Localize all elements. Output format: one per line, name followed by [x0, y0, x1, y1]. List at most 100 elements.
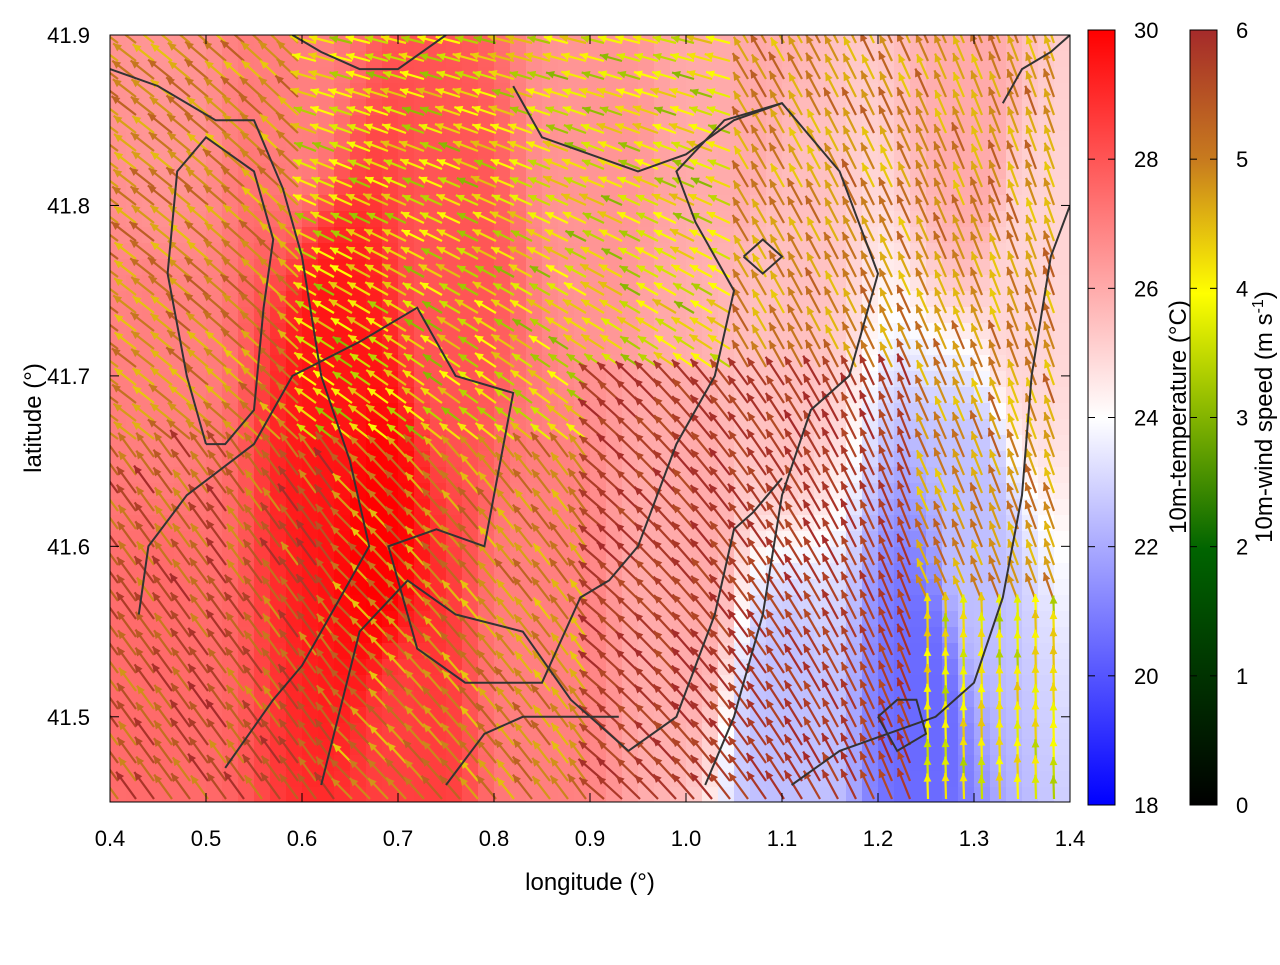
temperature-cell [1054, 387, 1070, 404]
temperature-cell [958, 275, 975, 292]
temperature-cell [702, 147, 719, 164]
temperature-cell [318, 291, 335, 308]
temperature-cell [910, 787, 927, 802]
wind-vector-head [95, 187, 104, 195]
temperature-cell [782, 307, 799, 324]
temperature-cell [190, 371, 207, 388]
wind-vector-head [95, 278, 104, 286]
temperature-cell [1038, 179, 1055, 196]
wind-vector-head [240, 23, 249, 31]
temperature-cell [414, 67, 431, 84]
temperature-cell [254, 787, 271, 802]
temperature-cell [1054, 371, 1070, 388]
temperature-cell [542, 291, 559, 308]
temperature-cell [158, 467, 175, 484]
wind-vector-head [1007, 15, 1014, 24]
wind-vector-head [95, 259, 104, 267]
temperature-cell [990, 243, 1007, 260]
temperature-cell [606, 67, 623, 84]
temperature-cell [462, 339, 479, 356]
temperature-cell [942, 147, 959, 164]
temperature-cell [446, 787, 463, 802]
temperature-cell [510, 147, 527, 164]
temperature-cell [830, 179, 847, 196]
temperature-cell [190, 291, 207, 308]
wind-vector-head [1025, 15, 1032, 24]
temperature-cell [542, 787, 559, 802]
temperature-cell [318, 323, 335, 340]
temperature-cell [974, 115, 991, 132]
temperature-cell [1054, 115, 1070, 132]
temperature-cell [638, 371, 655, 388]
temperature-cell [878, 787, 895, 802]
wind-vector-head [95, 133, 104, 141]
temperature-cell [718, 83, 735, 100]
temperature-cell [382, 339, 399, 356]
temperature-cell [478, 147, 495, 164]
temperature-cell [1054, 99, 1070, 116]
temperature-cell [174, 259, 191, 276]
temperature-cell [430, 259, 447, 276]
temperature-cell [846, 707, 863, 724]
temperature-cell [974, 179, 991, 196]
temperature-cell [1054, 467, 1070, 484]
temperature-cell [254, 83, 271, 100]
temperature-cell [718, 163, 735, 180]
temperature-cell [446, 163, 463, 180]
temperature-cell [286, 163, 303, 180]
wind-vector-head [205, 25, 214, 33]
temperature-cell [798, 275, 815, 292]
temperature-cell [670, 339, 687, 356]
temperature-cell [718, 179, 735, 196]
temperature-cell [606, 403, 623, 420]
temperature-cell [462, 515, 479, 532]
temperature-cell [270, 307, 287, 324]
temperature-cell [734, 355, 751, 372]
temperature-cell [638, 547, 655, 564]
temperature-cell [270, 371, 287, 388]
wind-vector-head [989, 16, 996, 25]
temperature-cell [318, 339, 335, 356]
temperature-cell [366, 659, 383, 676]
temperature-cell [1054, 451, 1070, 468]
temperature-cell [334, 259, 351, 276]
wind-vector-head [150, 25, 159, 33]
temperature-cell [190, 355, 207, 372]
temperature-cell [222, 307, 239, 324]
temperature-cell [542, 179, 559, 196]
wind-vector-head [94, 61, 103, 69]
temperature-cell [238, 115, 255, 132]
temperature-cell [686, 787, 703, 802]
temperature-cell [270, 83, 287, 100]
temperature-cell [190, 227, 207, 244]
temperature-cell [622, 371, 639, 388]
temperature-cell [1054, 179, 1070, 196]
temperature-cell [190, 67, 207, 84]
wind-vector-head [806, 16, 813, 25]
wind-vector-head [133, 26, 142, 34]
temperature-cell [958, 227, 975, 244]
temperature-cell [462, 67, 479, 84]
temperature-cell [126, 355, 143, 372]
wind-vector-head [93, 78, 102, 86]
temperature-cell [766, 787, 783, 802]
wind-vector-head [862, 19, 869, 28]
temperature-cell [910, 131, 927, 148]
temperature-cell [222, 163, 239, 180]
temperature-cell [334, 531, 351, 548]
temperature-cell [622, 339, 639, 356]
temperature-cell [1054, 547, 1070, 564]
temperature-cell [1054, 787, 1070, 802]
temperature-cell [494, 51, 511, 68]
temperature-cell [1006, 787, 1023, 802]
wind-vector-head [825, 18, 832, 27]
temperature-cell [638, 691, 655, 708]
temperature-cell [718, 35, 735, 52]
temperature-cell [1054, 339, 1070, 356]
temperature-cell [110, 355, 127, 372]
temperature-cell [910, 275, 927, 292]
temperature-cell [686, 179, 703, 196]
wind-vector-head [221, 23, 230, 31]
temperature-cell [574, 179, 591, 196]
